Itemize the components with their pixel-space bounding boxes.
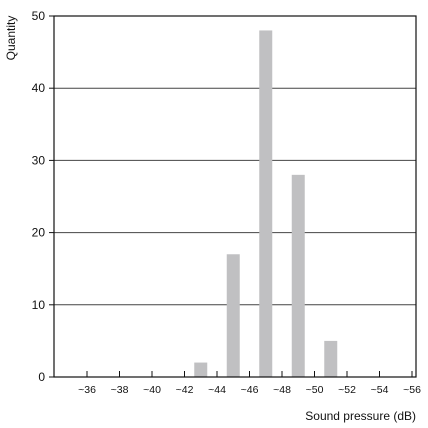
x-tick-label-8: ~52	[338, 384, 356, 396]
bar-3	[291, 174, 305, 377]
y-tick-label-50: 50	[32, 9, 46, 23]
y-axis-label: Quantity	[4, 16, 18, 61]
y-tick-label-10: 10	[32, 298, 46, 312]
x-tick-label-0: ~36	[78, 384, 96, 396]
x-ticks: ~36 ~38 ~40 ~42 ~44 ~46 ~48 ~50 ~52 ~54 ~56	[78, 371, 421, 396]
x-tick-label-10: ~56	[403, 384, 421, 396]
x-tick-label-7: ~50	[306, 384, 324, 396]
bar-4	[324, 340, 338, 377]
y-tick-label-40: 40	[32, 81, 46, 95]
y-tick-label-20: 20	[32, 226, 46, 240]
plot-frame	[53, 15, 417, 378]
x-tick-label-3: ~42	[176, 384, 194, 396]
bar-1	[226, 254, 240, 377]
y-tick-label-30: 30	[32, 153, 46, 167]
x-tick-label-4: ~44	[208, 384, 226, 396]
y-tick-label-0: 0	[38, 370, 45, 384]
x-axis-label: Sound pressure (dB)	[305, 409, 416, 423]
x-tick-label-1: ~38	[111, 384, 129, 396]
x-tick-label-9: ~54	[371, 384, 389, 396]
y-ticks: 0 10 20 30 40 50	[32, 9, 54, 384]
bars-layer	[194, 30, 338, 377]
bar-0	[194, 362, 208, 377]
x-tick-label-2: ~40	[143, 384, 161, 396]
x-tick-label-6: ~48	[273, 384, 291, 396]
bar-2	[259, 30, 273, 377]
x-tick-label-5: ~46	[241, 384, 259, 396]
